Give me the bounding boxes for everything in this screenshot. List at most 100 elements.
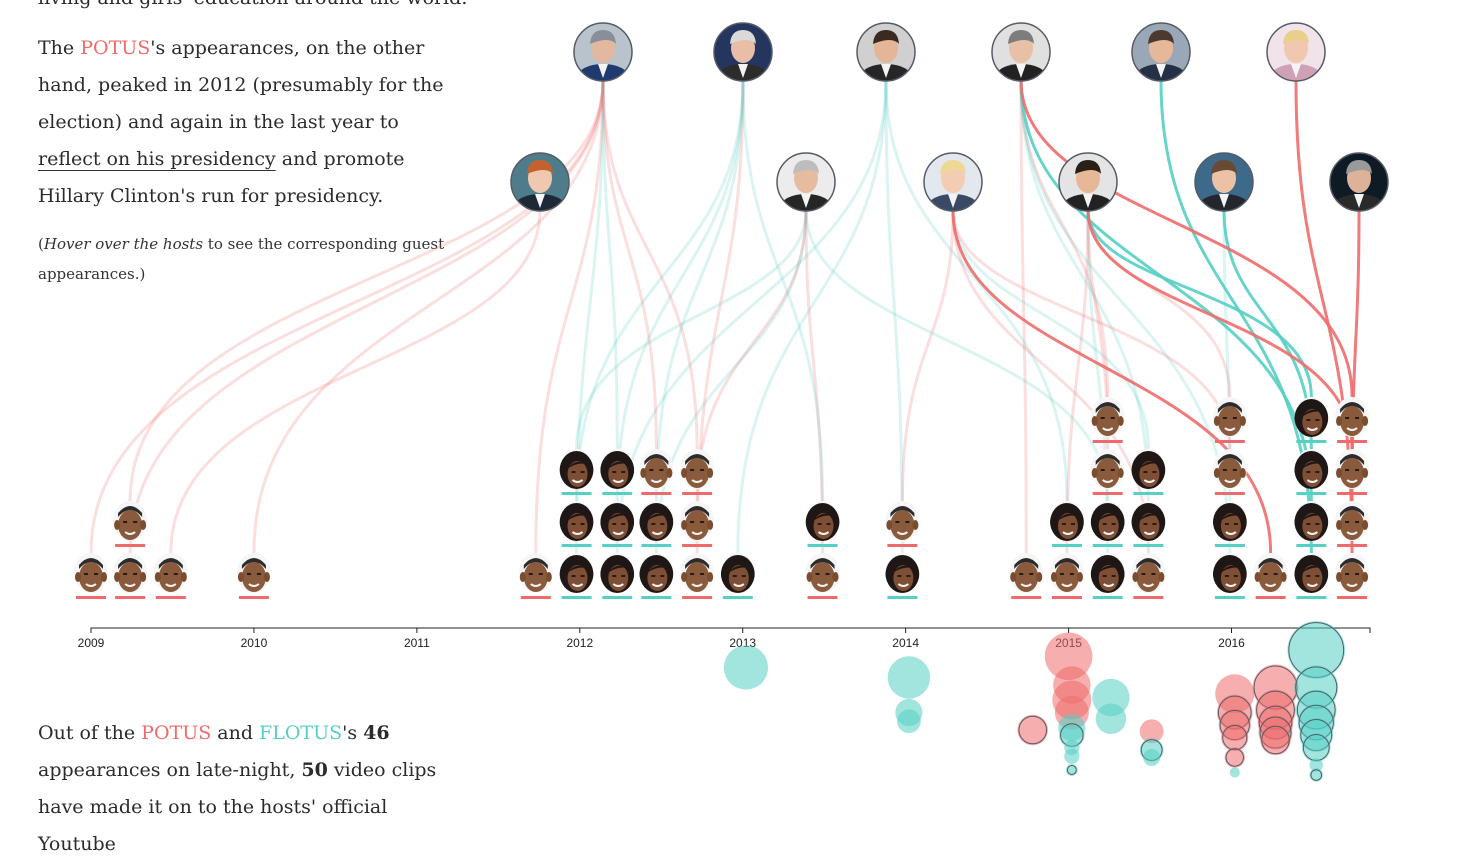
flotus-appearance[interactable]: [557, 499, 597, 547]
tv-set-host-portrait[interactable]: [1329, 152, 1389, 212]
potus-appearance[interactable]: [516, 551, 556, 599]
potus-appearance[interactable]: [151, 551, 191, 599]
young-host-portrait[interactable]: [1131, 22, 1191, 82]
potus-appearance[interactable]: [1251, 551, 1291, 599]
potus-appearance[interactable]: [677, 499, 717, 547]
axis-tick-label: 2010: [241, 636, 268, 650]
potus-appearance[interactable]: [71, 551, 111, 599]
flotus-appearance[interactable]: [557, 447, 597, 495]
flotus-appearance[interactable]: [718, 551, 758, 599]
video-clip-bubble[interactable]: [1143, 749, 1161, 766]
flotus-appearance[interactable]: [1291, 551, 1331, 599]
host-portraits: [510, 22, 1389, 212]
host-guest-link: [1019, 79, 1150, 502]
brown-hair-host-portrait[interactable]: [1194, 152, 1254, 212]
host-guest-link: [804, 209, 825, 554]
red-hair-host-portrait[interactable]: [510, 152, 570, 212]
video-clip-bubble[interactable]: [1017, 714, 1049, 746]
video-clip-bubble[interactable]: [897, 709, 921, 734]
potus-appearance[interactable]: [110, 499, 150, 547]
presidency-link[interactable]: reflect on his presidency: [38, 148, 276, 170]
appearance-count: 46: [363, 722, 390, 744]
potus-appearance[interactable]: [677, 447, 717, 495]
gray-hair-host-portrait[interactable]: [991, 22, 1051, 82]
flotus-appearance[interactable]: [597, 551, 637, 599]
video-clip-bubble[interactable]: [1064, 748, 1080, 764]
host-guest-link: [884, 79, 1069, 502]
host-guest-link: [575, 79, 745, 502]
video-clip-bubble[interactable]: [1309, 768, 1324, 782]
dark-hair-host-portrait[interactable]: [856, 22, 916, 82]
video-clip-bubble[interactable]: [1229, 767, 1240, 778]
potus-appearance[interactable]: [677, 551, 717, 599]
flotus-appearance[interactable]: [1210, 551, 1250, 599]
video-clip-bubble[interactable]: [1095, 703, 1127, 735]
video-clip-bubble[interactable]: [887, 656, 931, 699]
axis-tick-label: 2009: [78, 636, 105, 650]
flotus-appearance[interactable]: [1210, 499, 1250, 547]
flotus-appearance[interactable]: [636, 499, 676, 547]
flotus-appearance[interactable]: [1047, 499, 1087, 547]
flotus-appearance[interactable]: [1088, 551, 1128, 599]
flotus-appearance[interactable]: [1088, 499, 1128, 547]
host-guest-link: [601, 79, 658, 450]
host-guest-link: [1019, 79, 1028, 554]
potus-appearance[interactable]: [1332, 499, 1372, 547]
guest-appearances: [71, 395, 1372, 599]
potus-label: POTUS: [80, 37, 151, 59]
blonde-short-hair-host-portrait[interactable]: [923, 152, 983, 212]
host-guest-link: [128, 79, 605, 502]
timeline-axis: 20092010201120122013201420152016: [78, 627, 1371, 650]
flotus-appearance[interactable]: [803, 499, 843, 547]
flotus-appearance[interactable]: [1291, 447, 1331, 495]
beard-host-portrait[interactable]: [1058, 152, 1118, 212]
summary-potus-label: POTUS: [141, 722, 212, 744]
flotus-appearance[interactable]: [636, 551, 676, 599]
video-clip-bubble[interactable]: [1059, 722, 1085, 748]
flotus-appearance[interactable]: [1291, 395, 1331, 443]
flotus-appearance[interactable]: [1128, 447, 1168, 495]
video-clip-bubble[interactable]: [1224, 747, 1245, 768]
potus-appearance[interactable]: [1088, 447, 1128, 495]
note-emphasis: Hover over the hosts: [43, 235, 204, 253]
flotus-appearance[interactable]: [597, 447, 637, 495]
flotus-appearance[interactable]: [1291, 499, 1331, 547]
potus-appearance[interactable]: [803, 551, 843, 599]
flotus-appearance[interactable]: [1128, 499, 1168, 547]
video-clip-bubble[interactable]: [1309, 758, 1324, 772]
late-night-appearances-chart: 20092010201120122013201420152016: [71, 22, 1389, 782]
potus-appearance[interactable]: [234, 551, 274, 599]
potus-appearance[interactable]: [1210, 395, 1250, 443]
host-guest-link: [884, 79, 904, 554]
axis-tick-label: 2016: [1218, 636, 1245, 650]
potus-appearance[interactable]: [636, 447, 676, 495]
potus-appearance[interactable]: [1332, 395, 1372, 443]
video-clip-bubble[interactable]: [723, 645, 769, 690]
potus-appearance[interactable]: [1332, 447, 1372, 495]
flotus-appearance[interactable]: [597, 499, 637, 547]
potus-appearance[interactable]: [1047, 551, 1087, 599]
video-clip-bubble[interactable]: [1301, 733, 1331, 762]
host-guest-link: [900, 209, 955, 502]
video-clip-bubble[interactable]: [1139, 719, 1164, 744]
potus-appearance[interactable]: [1332, 551, 1372, 599]
potus-appearance[interactable]: [1210, 447, 1250, 495]
potus-appearance[interactable]: [1128, 551, 1168, 599]
video-clip-bubble[interactable]: [1287, 621, 1346, 679]
video-clip-bubble[interactable]: [1221, 723, 1249, 752]
host-guest-link: [169, 209, 542, 554]
potus-appearance[interactable]: [882, 499, 922, 547]
host-guest-link: [1019, 79, 1110, 398]
flotus-appearance[interactable]: [882, 551, 922, 599]
blonde-host-portrait[interactable]: [1266, 22, 1326, 82]
potus-appearance[interactable]: [1006, 551, 1046, 599]
video-clip-bubble[interactable]: [1260, 724, 1291, 756]
flotus-appearance[interactable]: [557, 551, 597, 599]
potus-appearance[interactable]: [1088, 395, 1128, 443]
gray-suit-host-portrait[interactable]: [573, 22, 633, 82]
glasses-host-portrait[interactable]: [713, 22, 773, 82]
potus-appearance[interactable]: [110, 551, 150, 599]
video-clip-bubble[interactable]: [1044, 632, 1093, 681]
white-hair-host-portrait[interactable]: [776, 152, 836, 212]
video-clip-highlight-ring: [1018, 715, 1048, 745]
